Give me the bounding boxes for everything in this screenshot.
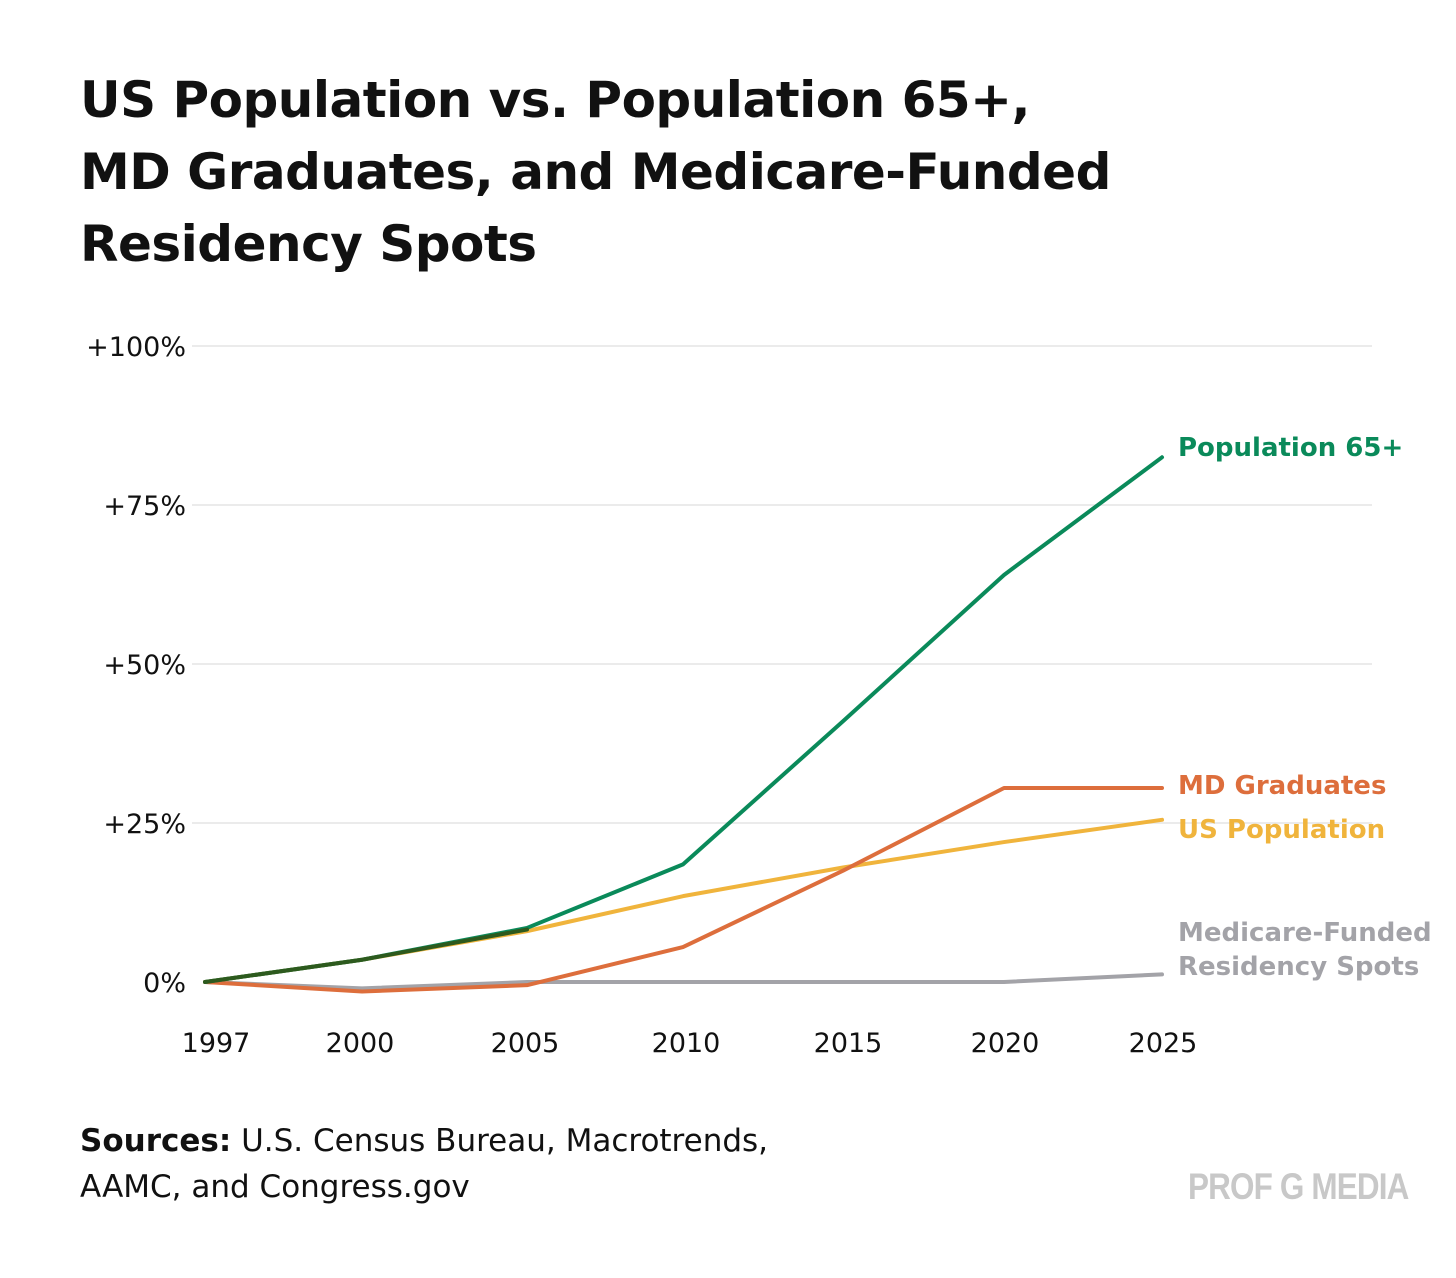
series-line-population-65: [203, 455, 1164, 984]
x-axis-tick-labels: 1997 2000 2005 2010 2015 2020 2025: [182, 1028, 1198, 1059]
sources-text-1: U.S. Census Bureau, Macrotrends,: [231, 1123, 769, 1159]
y-axis-tick-labels: 0% +25% +50% +75% +100%: [86, 332, 186, 999]
sources-label: Sources:: [80, 1123, 232, 1159]
x-tick-label-2000: 2000: [326, 1028, 395, 1059]
brand-logo: PROF G MEDIA: [1188, 1166, 1409, 1207]
series-label-medicare-funded-residency-spots-1: Medicare-Funded: [1178, 918, 1432, 948]
series-lines: [203, 455, 1164, 994]
series-label-medicare-funded-residency-spots-2: Residency Spots: [1178, 952, 1419, 982]
chart-gridlines: [192, 345, 1372, 824]
series-labels: Population 65+ MD Graduates US Population M…: [1178, 433, 1432, 982]
x-tick-label-2010: 2010: [652, 1028, 721, 1059]
sources-line-1: Sources: U.S. Census Bureau, Macrotrends…: [80, 1118, 980, 1164]
x-tick-label-2025: 2025: [1129, 1028, 1198, 1059]
y-tick-label-50: +50%: [103, 650, 186, 681]
chart-title-line-2: MD Graduates, and Medicare-Funded: [80, 143, 1111, 201]
series-label-population-65-1: Population 65+: [1178, 433, 1403, 463]
chart-title-line-3: Residency Spots: [80, 215, 537, 273]
x-tick-label-2020: 2020: [971, 1028, 1040, 1059]
x-tick-label-2005: 2005: [491, 1028, 560, 1059]
y-tick-label-25: +25%: [103, 809, 186, 840]
sources-note: Sources: U.S. Census Bureau, Macrotrends…: [80, 1118, 980, 1210]
y-tick-label-75: +75%: [103, 491, 186, 522]
series-line-md-graduates: [203, 786, 1164, 994]
sources-text-2: AAMC, and Congress.gov: [80, 1169, 470, 1205]
x-tick-label-1997: 1997: [182, 1028, 251, 1059]
chart-title-line-1: US Population vs. Population 65+,: [80, 71, 1031, 129]
chart-title: US Population vs. Population 65+, MD Gra…: [80, 64, 1280, 280]
series-label-md-graduates-1: MD Graduates: [1178, 771, 1386, 801]
series-line-us-population: [203, 817, 1164, 984]
series-line-medicare-funded-residency-spots: [203, 972, 1164, 991]
x-tick-label-2015: 2015: [814, 1028, 883, 1059]
series-overlap-segment: [203, 927, 529, 984]
y-tick-label-0: 0%: [143, 968, 186, 999]
series-label-us-population-1: US Population: [1178, 815, 1385, 845]
y-tick-label-100: +100%: [86, 332, 186, 363]
